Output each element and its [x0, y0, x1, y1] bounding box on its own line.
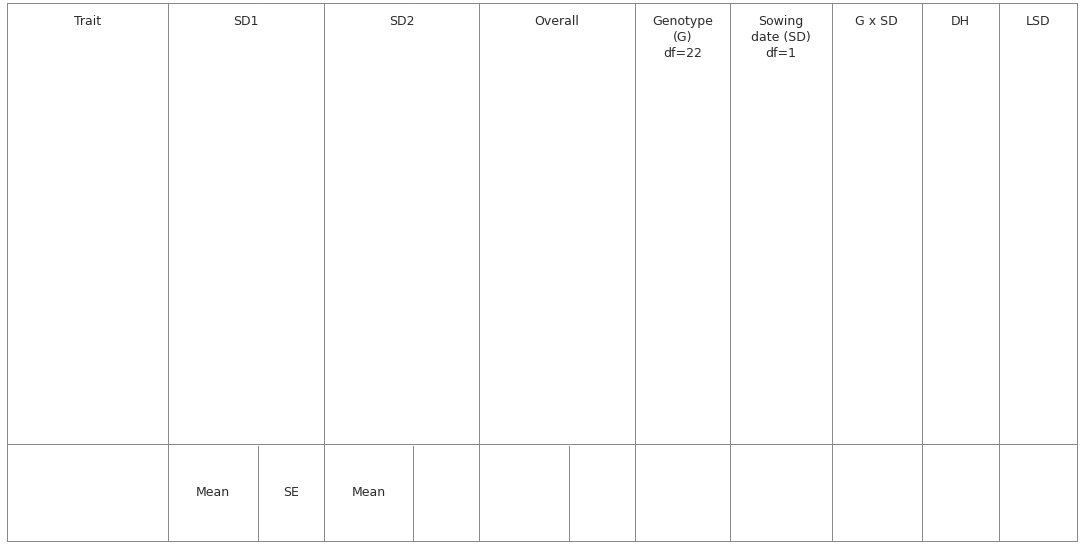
Text: Sowing
date (SD)
df=1: Sowing date (SD) df=1: [751, 15, 811, 60]
Text: SE: SE: [283, 486, 299, 499]
Text: SD1: SD1: [233, 15, 259, 28]
Text: Genotype
(G)
df=22: Genotype (G) df=22: [653, 15, 713, 60]
Text: Overall: Overall: [534, 15, 579, 28]
Text: LSD: LSD: [1025, 15, 1050, 28]
Text: G x SD: G x SD: [855, 15, 899, 28]
Text: Trait: Trait: [74, 15, 101, 28]
Text: Mean: Mean: [351, 486, 386, 499]
Text: DH: DH: [951, 15, 970, 28]
Text: SD2: SD2: [389, 15, 414, 28]
Text: Mean: Mean: [196, 486, 230, 499]
